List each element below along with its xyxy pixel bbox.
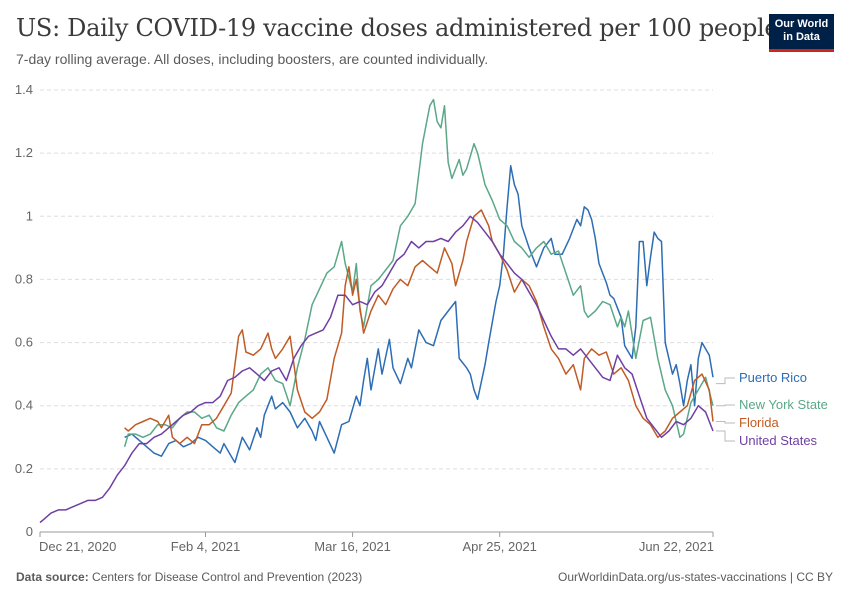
- legend-label-united-states[interactable]: United States: [739, 433, 818, 448]
- logo-line-1: Our World: [774, 18, 829, 30]
- data-source-link[interactable]: Centers for Disease Control and Preventi…: [92, 570, 363, 584]
- legend-connector: [716, 421, 735, 424]
- series-line-new-york-state[interactable]: [123, 98, 714, 448]
- legend-label-puerto-rico[interactable]: Puerto Rico: [739, 370, 807, 385]
- owid-logo[interactable]: Our World in Data: [769, 14, 834, 52]
- y-tick-label: 0.8: [15, 271, 33, 286]
- legend-connector: [716, 377, 735, 385]
- legend-label-new-york-state[interactable]: New York State: [739, 397, 828, 412]
- y-tick-label: 0.4: [15, 398, 33, 413]
- x-tick-label: Dec 21, 2020: [39, 539, 116, 554]
- logo-line-2: in Data: [783, 31, 820, 43]
- y-tick-label: 0: [26, 524, 33, 539]
- legend-label-florida[interactable]: Florida: [739, 415, 780, 430]
- source-url[interactable]: OurWorldinData.org/us-states-vaccination…: [558, 570, 833, 584]
- x-tick-label: Jun 22, 2021: [639, 539, 714, 554]
- series-line-florida[interactable]: [124, 209, 714, 445]
- chart-subtitle: 7-day rolling average. All doses, includ…: [16, 51, 489, 67]
- x-tick-label: Apr 25, 2021: [462, 539, 536, 554]
- y-tick-label: 0.2: [15, 461, 33, 476]
- data-source-label: Data source:: [16, 570, 89, 584]
- y-tick-label: 1.2: [15, 145, 33, 160]
- chart-title: US: Daily COVID-19 vaccine doses adminis…: [16, 14, 779, 42]
- legend-connector: [716, 404, 735, 407]
- y-tick-label: 0.6: [15, 335, 33, 350]
- legend-connector: [716, 430, 735, 442]
- x-tick-label: Mar 16, 2021: [314, 539, 391, 554]
- series-line-puerto-rico[interactable]: [124, 165, 714, 464]
- data-source: Data source: Centers for Disease Control…: [16, 570, 362, 584]
- y-tick-label: 1: [26, 208, 33, 223]
- series-line-united-states[interactable]: [39, 215, 714, 524]
- x-tick-label: Feb 4, 2021: [171, 539, 240, 554]
- y-tick-label: 1.4: [15, 82, 33, 97]
